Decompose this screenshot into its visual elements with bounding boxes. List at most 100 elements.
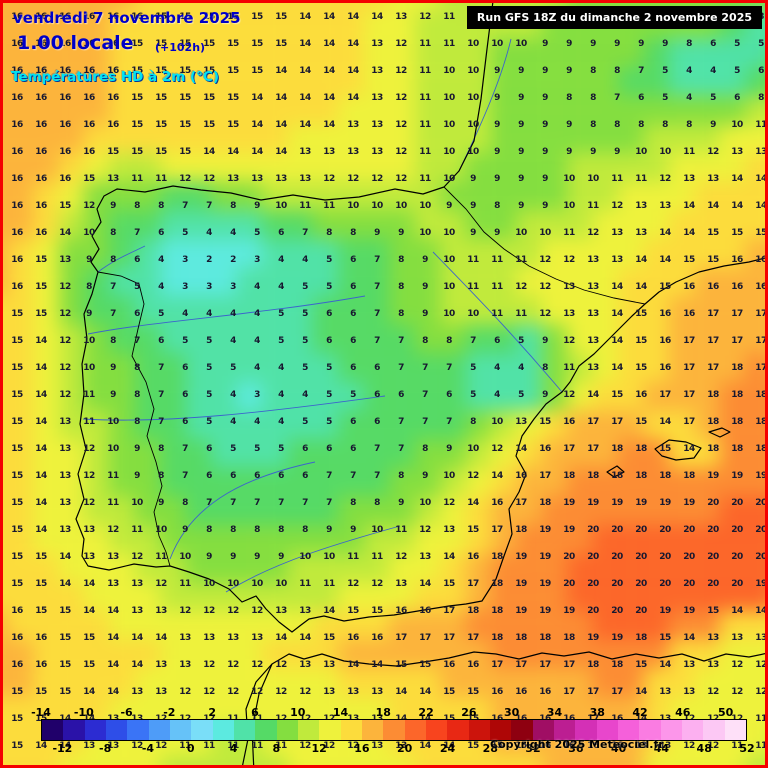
temperature-value: 10 [443,228,455,238]
temperature-value: 5 [326,390,332,400]
temperature-value: 19 [755,471,767,481]
temperature-value: 9 [566,39,572,49]
temperature-value: 13 [659,201,671,211]
temperature-value: 15 [707,255,719,265]
field-cell [440,66,466,96]
field-cell [643,66,670,96]
colorbar-segment [340,720,362,740]
temperature-value: 7 [398,444,404,454]
temperature-value: 8 [398,282,404,292]
temperature-value: 19 [683,498,695,508]
temperature-value: 5 [278,309,284,319]
temperature-value: 17 [683,363,695,373]
temperature-value: 12 [59,390,71,400]
temperature-value: 11 [683,147,695,157]
temperature-value: 9 [350,525,356,535]
temperature-value: 15 [131,93,143,103]
field-cell [592,66,619,96]
temperature-value: 16 [491,687,503,697]
temperature-value: 20 [611,525,623,535]
temperature-value: 13 [635,201,647,211]
temperature-value: 9 [398,498,404,508]
temperature-value: 14 [419,687,431,697]
colorbar-segment [255,720,277,740]
temperature-value: 14 [347,66,359,76]
temperature-value: 16 [395,606,407,616]
temperature-value: 16 [83,120,95,130]
temperature-value: 14 [707,201,719,211]
field-cell [236,9,263,38]
temperature-value: 10 [515,39,527,49]
temperature-value: 7 [422,363,428,373]
temperature-value: 15 [11,336,23,346]
temperature-value: 18 [563,633,575,643]
temperature-value: 16 [11,282,23,292]
temperature-value: 8 [398,471,404,481]
temperature-value: 5 [710,93,716,103]
temperature-value: 9 [518,201,524,211]
temperature-value: 3 [254,390,260,400]
colorbar-segment [511,720,533,740]
temperature-value: 9 [470,174,476,184]
temperature-value: 8 [662,120,668,130]
temperature-value: 13 [587,255,599,265]
field-cell [287,66,313,96]
temperature-value: 8 [470,417,476,427]
temperature-value: 2 [206,255,212,265]
temperature-value: 8 [590,66,596,76]
colorbar-tick-label: 46 [675,706,691,719]
temperature-value: 12 [203,687,215,697]
temperature-value: 5 [302,336,308,346]
temperature-value: 14 [299,120,311,130]
temperature-value: 15 [107,147,119,157]
field-cell [287,95,313,124]
temperature-value: 16 [11,174,23,184]
colorbar-tick-label: 4 [229,742,238,755]
field-cell [211,95,237,124]
temperature-value: 4 [278,363,284,373]
temperature-value: 17 [683,390,695,400]
field-cell [363,37,390,67]
temperature-value: 10 [467,309,479,319]
temperature-value: 15 [179,147,191,157]
temperature-value: 7 [638,66,644,76]
temperature-value: 15 [11,363,23,373]
temperature-value: 5 [254,228,260,238]
temperature-value: 8 [110,255,116,265]
temperature-value: 16 [539,687,551,697]
temperature-value: 14 [299,39,311,49]
temperature-value: 15 [707,228,719,238]
temperature-value: 4 [254,282,260,292]
colorbar-tick-label: -10 [73,706,94,719]
temperature-value: 15 [443,579,455,589]
temperature-value: 15 [467,525,479,535]
temperature-value: 13 [683,687,695,697]
temperature-value: 14 [227,147,239,157]
temperature-value: 12 [395,93,407,103]
temperature-value: 10 [515,228,527,238]
temperature-value: 8 [350,498,356,508]
temperature-value: 14 [35,471,47,481]
temperature-value: 14 [83,687,95,697]
temperature-value: 4 [494,363,500,373]
temperature-value: 9 [518,120,524,130]
temperature-value: 9 [518,174,524,184]
field-cell [33,95,59,124]
temperature-value: 7 [302,498,308,508]
temperature-value: 15 [11,714,23,724]
temperature-value: 15 [59,660,71,670]
temperature-value: 10 [179,552,191,562]
temperature-value: 13 [683,660,695,670]
temperature-value: 14 [131,660,143,670]
temperature-value: 6 [350,363,356,373]
temperature-value: 15 [179,93,191,103]
temperature-value: 9 [566,147,572,157]
temperature-value: 13 [59,525,71,535]
temperature-value: 13 [371,687,383,697]
temperature-value: 14 [275,120,287,130]
temperature-value: 12 [179,174,191,184]
temperature-value: 14 [347,39,359,49]
temperature-value: 16 [659,336,671,346]
temperature-value: 4 [158,255,164,265]
